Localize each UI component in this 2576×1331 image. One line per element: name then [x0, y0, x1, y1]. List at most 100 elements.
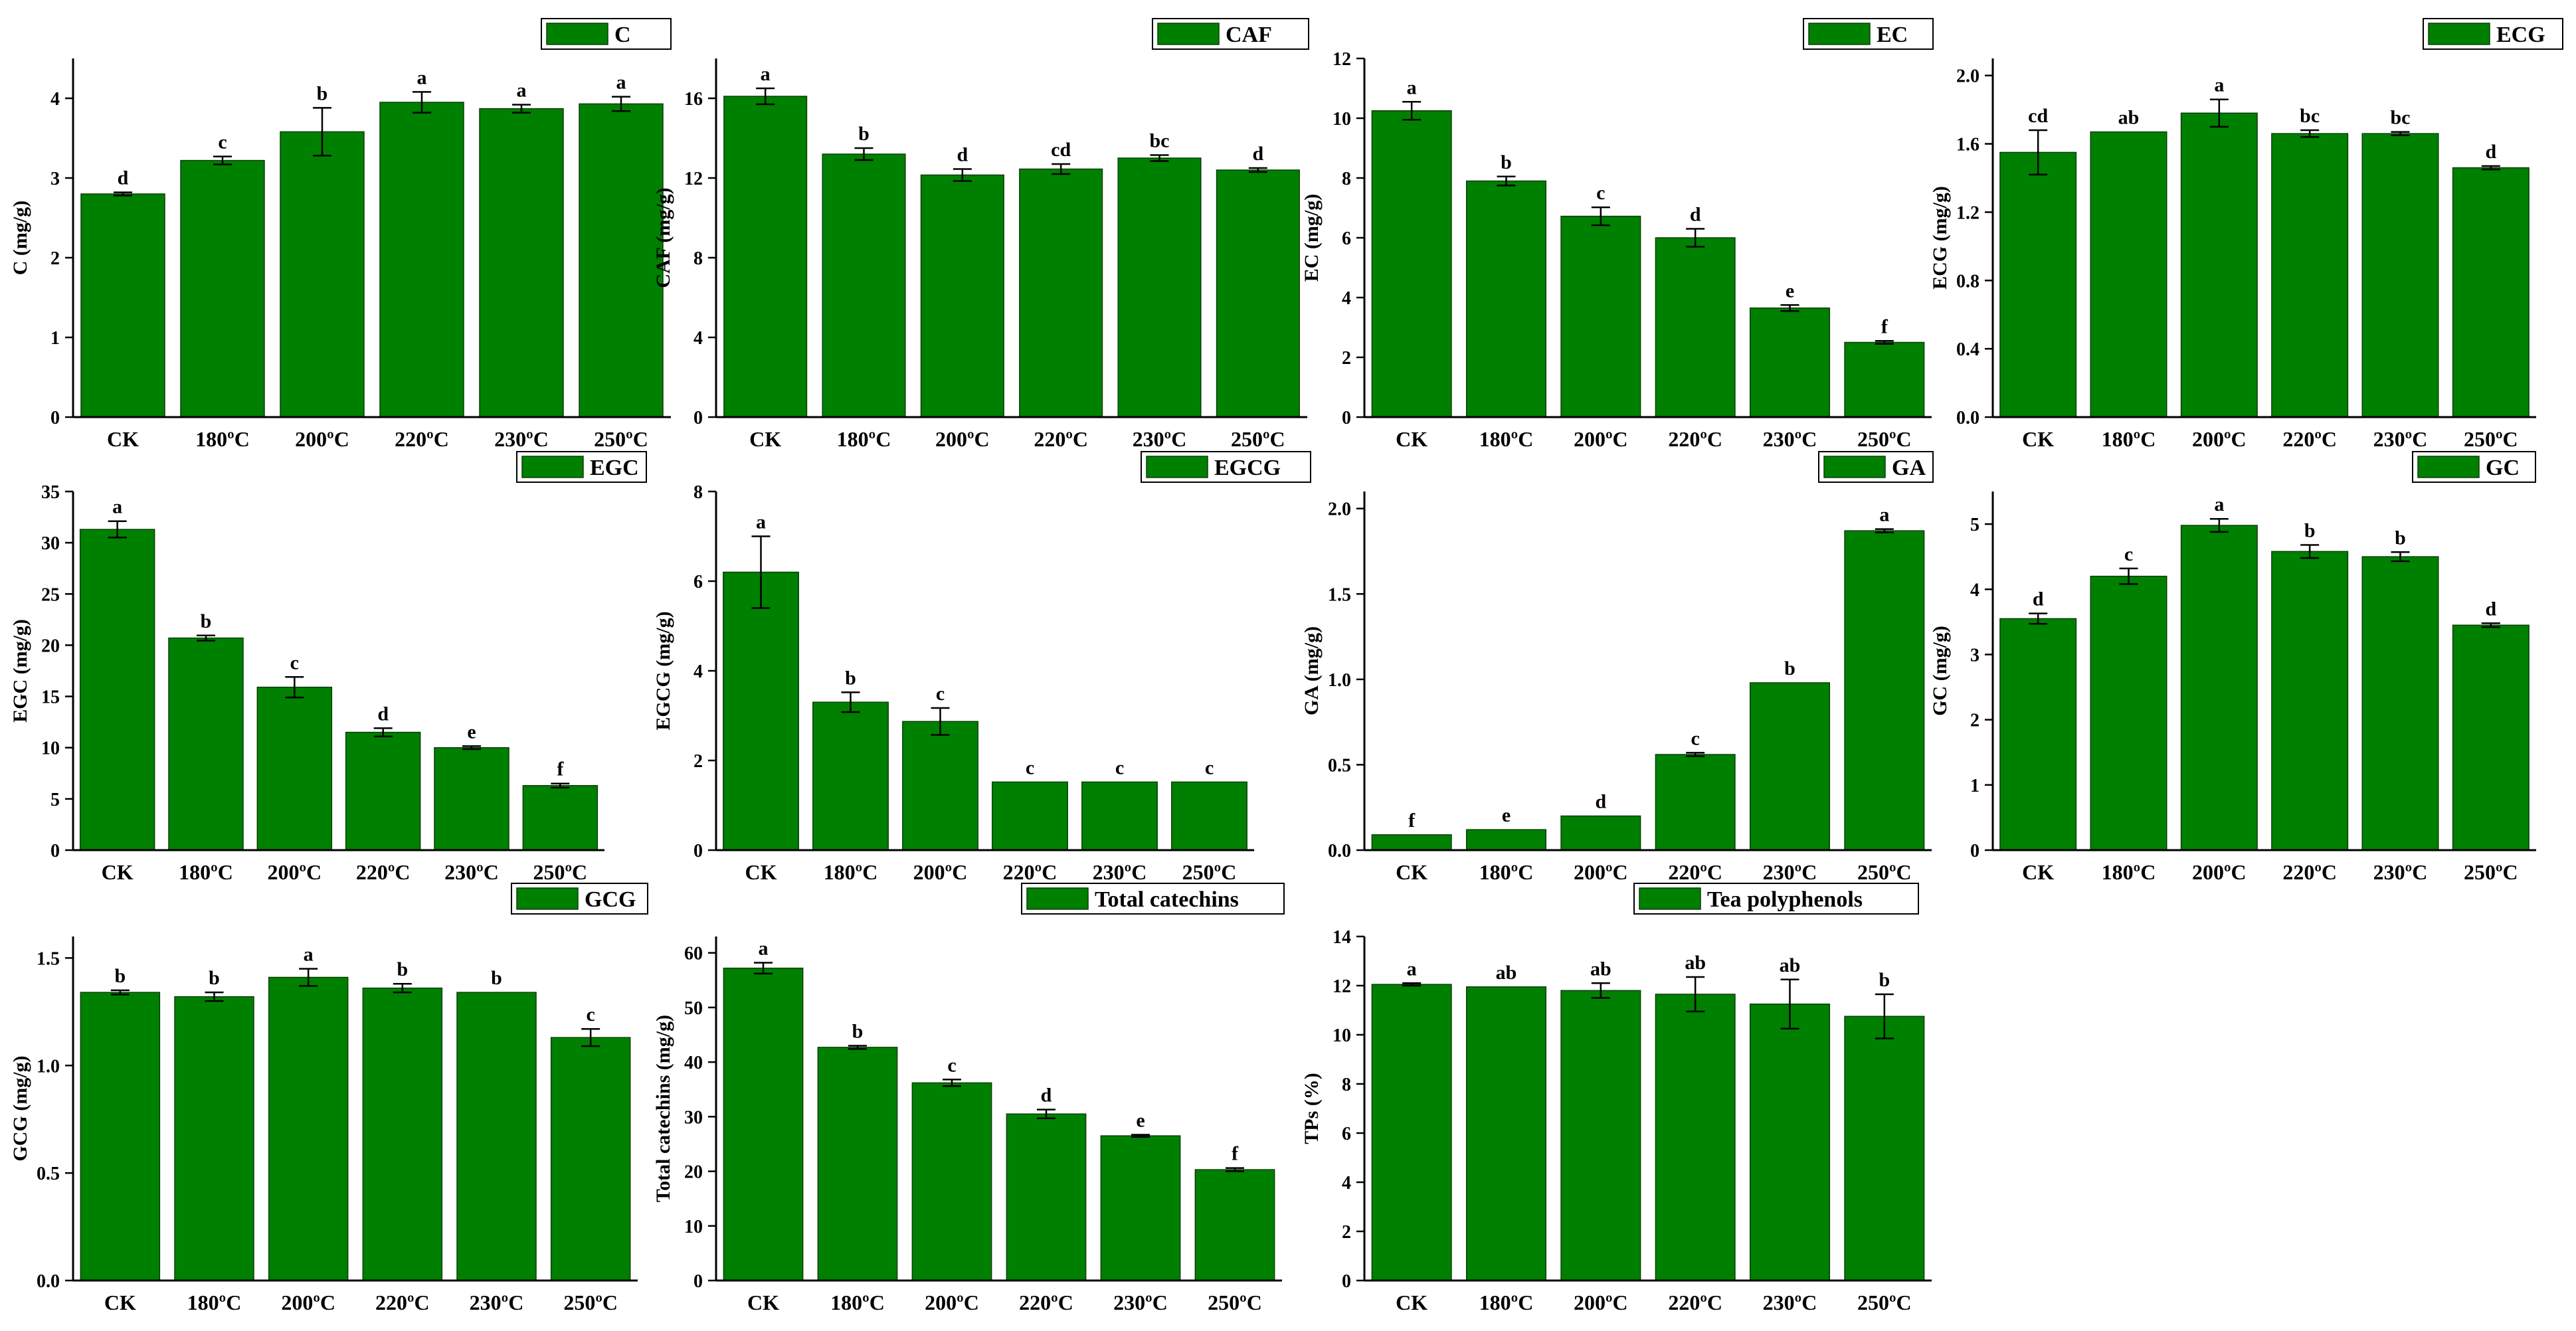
y-tick-label-2: 4 [1342, 288, 1351, 309]
y-tick-label-0: 0.0 [1956, 408, 1979, 428]
bar-5 [1216, 169, 1300, 418]
chart-panel-7: GC d CK c 180ºC a 200ºC b 220ºC b 230ºC d 250ºC 0 1 2 3 4… [1929, 451, 2536, 884]
bar-4 [479, 108, 564, 418]
category-label-5: 250ºC [1231, 427, 1285, 451]
bar-3 [1655, 237, 1736, 418]
significance-letter-4: e [1136, 1109, 1145, 1131]
chart-panel-6: GA f CK e 180ºC d 200ºC c 220ºC b 230ºC a 250ºC 0.0 0.… [1301, 451, 1934, 884]
category-label-0: CK [749, 427, 781, 451]
y-tick-label-1: 2 [1342, 1222, 1351, 1243]
category-label-1: 180ºC [824, 860, 878, 884]
category-label-5: 250ºC [1857, 1290, 1912, 1314]
category-label-0: CK [2022, 427, 2054, 451]
category-label-4: 230ºC [470, 1290, 524, 1314]
significance-letter-4: ab [1780, 954, 1801, 976]
category-label-0: CK [745, 860, 777, 884]
bar-0 [723, 967, 804, 1281]
significance-letter-5: b [1879, 969, 1890, 991]
y-tick-label-5: 10 [1333, 1025, 1351, 1046]
y-tick-label-2: 20 [684, 1162, 703, 1183]
y-tick-label-6: 60 [684, 944, 703, 964]
significance-letter-3: d [1041, 1085, 1052, 1107]
chart-panel-3: ECG cd CK ab 180ºC a 200ºC bc 220ºC bc 230ºC d 250ºC… [1929, 18, 2563, 451]
y-tick-label-5: 5 [1970, 515, 1979, 535]
chart-panel-8: GCG b CK b 180ºC a 200ºC b 220ºC b 230ºC c 250ºC 0.0 0… [9, 883, 648, 1314]
legend-swatch [1026, 887, 1089, 910]
bar-4 [2361, 556, 2439, 851]
bar-5 [1844, 341, 1925, 418]
y-tick-label-7: 14 [1333, 927, 1351, 948]
bar-2 [256, 686, 333, 851]
legend-label: ECG [2496, 23, 2545, 47]
y-tick-label-4: 2.0 [1328, 499, 1351, 520]
bar-1 [822, 153, 906, 418]
y-tick-label-2: 4 [693, 662, 703, 682]
bar-5 [2452, 167, 2530, 418]
category-label-3: 220ºC [1668, 1290, 1722, 1314]
y-tick-label-0: 0 [1342, 1271, 1351, 1292]
y-axis-label: EGCG (mg/g) [652, 611, 674, 730]
bar-0 [1371, 110, 1452, 418]
significance-letter-1: ab [1496, 962, 1517, 984]
category-label-2: 200ºC [267, 860, 322, 884]
bar-1 [817, 1047, 898, 1281]
y-tick-label-0: 0 [50, 408, 60, 428]
bar-2 [902, 721, 978, 851]
y-tick-label-3: 6 [1342, 1124, 1351, 1144]
bar-1 [2090, 131, 2167, 418]
y-tick-label-2: 8 [693, 248, 703, 269]
significance-letter-2: c [290, 652, 299, 673]
category-label-0: CK [2022, 860, 2054, 884]
significance-letter-5: f [1881, 315, 1888, 337]
y-tick-label-1: 0.4 [1956, 339, 1979, 360]
category-label-1: 180ºC [195, 427, 250, 451]
y-tick-label-5: 10 [1333, 109, 1351, 130]
bar-4 [1749, 682, 1831, 851]
legend-swatch [1808, 23, 1871, 45]
legend: EC [1803, 18, 1934, 50]
significance-letter-0: a [761, 63, 771, 85]
y-tick-label-1: 5 [50, 790, 60, 810]
category-label-3: 220ºC [2282, 427, 2337, 451]
y-tick-label-1: 2 [1342, 348, 1351, 369]
significance-letter-3: cd [1051, 139, 1071, 161]
y-tick-label-0: 0.0 [37, 1271, 60, 1292]
y-axis-label: EGC (mg/g) [9, 619, 31, 723]
bar-5 [1844, 1016, 1925, 1281]
legend-swatch [521, 456, 584, 478]
significance-letter-1: b [1501, 151, 1512, 173]
significance-letter-3: d [1690, 204, 1701, 226]
y-tick-label-3: 3 [1970, 645, 1979, 666]
category-label-0: CK [102, 860, 134, 884]
chart-panel-9: Total catechins a CK b 180ºC c 200ºC d 220ºC e 230… [652, 883, 1285, 1314]
bar-5 [522, 785, 598, 851]
category-label-2: 200ºC [925, 1290, 979, 1314]
y-tick-label-2: 2 [1970, 711, 1979, 731]
significance-letter-3: b [2304, 520, 2316, 542]
y-tick-label-4: 8 [1342, 1075, 1351, 1095]
significance-letter-2: a [2214, 74, 2224, 96]
bar-2 [2180, 525, 2258, 851]
category-label-5: 250ºC [2464, 427, 2518, 451]
significance-letter-1: b [845, 667, 856, 689]
significance-letter-5: f [557, 758, 564, 780]
bar-5 [2452, 624, 2530, 851]
bar-2 [911, 1082, 992, 1281]
y-tick-label-5: 2.0 [1956, 66, 1979, 87]
bar-2 [920, 174, 1004, 418]
y-tick-label-4: 4 [1970, 580, 1979, 600]
significance-letter-0: b [114, 965, 126, 987]
chart-panel-5: EGCG a CK b 180ºC c 200ºC c 220ºC c 230ºC c 250ºC 0 2 4… [652, 451, 1311, 884]
category-label-4: 230ºC [2373, 427, 2428, 451]
category-label-5: 250ºC [2464, 860, 2518, 884]
significance-letter-3: a [417, 66, 427, 88]
bar-2 [1560, 990, 1641, 1281]
bar-5 [1844, 530, 1925, 851]
y-axis-label: Total catechins (mg/g) [652, 1015, 674, 1202]
bar-1 [1465, 829, 1547, 851]
category-label-4: 230ºC [2373, 860, 2428, 884]
bar-0 [1371, 984, 1452, 1281]
legend-label: C [614, 23, 631, 47]
category-label-5: 250ºC [563, 1290, 618, 1314]
legend-label: GA [1892, 456, 1926, 480]
